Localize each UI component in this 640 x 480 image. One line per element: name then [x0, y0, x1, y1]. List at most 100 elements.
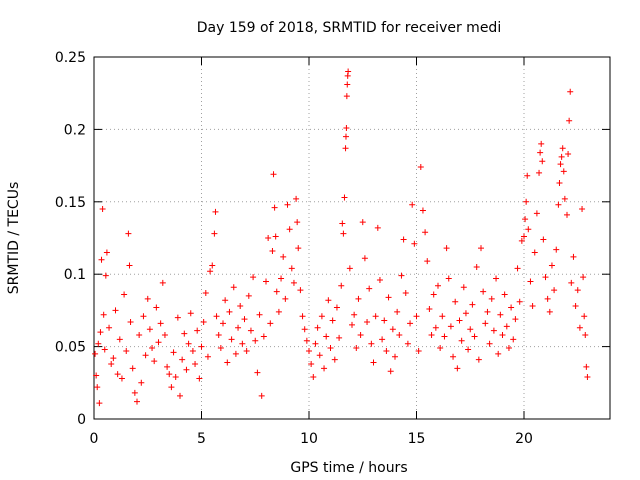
data-point — [114, 371, 121, 378]
data-point — [97, 329, 104, 336]
data-point — [290, 279, 297, 286]
data-point — [447, 323, 454, 330]
data-point — [177, 392, 183, 399]
y-tick-label: 0.25 — [55, 50, 86, 66]
data-point — [207, 268, 214, 275]
data-point — [245, 292, 252, 299]
data-point — [168, 384, 175, 391]
data-point — [512, 316, 519, 323]
data-point — [239, 340, 246, 347]
data-point — [450, 353, 457, 360]
data-point — [338, 282, 345, 289]
data-point — [452, 298, 459, 305]
data-point — [293, 195, 300, 202]
data-point — [273, 288, 280, 295]
data-point — [353, 345, 360, 352]
data-point — [422, 229, 429, 236]
data-point — [368, 340, 375, 347]
data-point — [286, 226, 293, 233]
data-point — [432, 324, 439, 331]
data-point — [294, 219, 301, 226]
data-point — [297, 287, 304, 294]
data-point — [323, 333, 330, 340]
data-point — [346, 265, 353, 272]
data-point — [531, 249, 538, 256]
data-point — [282, 295, 289, 302]
data-point — [260, 333, 267, 340]
data-point — [98, 256, 105, 263]
data-point — [340, 230, 347, 237]
data-point — [212, 208, 219, 215]
data-point — [561, 195, 568, 202]
data-point — [303, 337, 310, 344]
data-point — [349, 321, 355, 328]
y-tick-label: 0.15 — [55, 195, 86, 211]
data-point — [198, 343, 205, 350]
x-tick-label: 5 — [197, 431, 206, 447]
data-point — [544, 295, 551, 302]
data-point — [129, 365, 136, 372]
data-point — [329, 317, 336, 324]
data-point — [213, 313, 220, 320]
data-point — [250, 274, 257, 281]
data-point — [151, 358, 158, 365]
data-point — [361, 255, 368, 262]
data-point — [560, 168, 567, 175]
data-point — [189, 347, 196, 354]
data-point — [140, 313, 147, 320]
axis-ticks: 0 0.05 0.1 0.15 0.2 0.25 0 5 10 15 20 — [55, 50, 610, 447]
data-point — [343, 124, 350, 131]
data-point — [161, 332, 168, 339]
data-point — [118, 375, 125, 382]
y-tick-label: 0.05 — [55, 340, 86, 356]
data-point — [179, 356, 186, 363]
data-point — [521, 233, 527, 240]
data-point — [407, 320, 414, 327]
data-point — [501, 291, 508, 298]
data-point — [254, 369, 261, 376]
data-point — [228, 336, 235, 343]
data-point — [183, 366, 190, 373]
data-point — [396, 332, 403, 339]
data-point — [142, 352, 149, 359]
data-point — [355, 295, 362, 302]
data-point — [170, 349, 177, 356]
x-tick-label: 20 — [515, 431, 533, 447]
data-point — [556, 179, 563, 186]
y-tick-label: 0.1 — [64, 267, 86, 283]
data-point — [126, 262, 133, 269]
data-point — [522, 216, 529, 223]
data-point — [584, 374, 591, 381]
data-point — [523, 198, 530, 205]
data-point — [185, 340, 192, 347]
data-point — [411, 240, 418, 247]
data-point — [558, 153, 565, 160]
data-point — [100, 311, 107, 318]
data-point — [181, 330, 188, 337]
data-point — [385, 294, 392, 301]
data-point — [92, 350, 99, 357]
data-point — [144, 295, 151, 302]
data-point — [478, 245, 484, 252]
data-point — [537, 149, 544, 156]
data-point — [327, 345, 334, 352]
data-point — [333, 304, 340, 311]
data-point — [237, 303, 244, 310]
data-point — [351, 311, 358, 318]
data-point — [424, 258, 431, 265]
x-axis-label: GPS time / hours — [290, 460, 407, 476]
data-point — [200, 318, 207, 325]
data-point — [379, 336, 386, 343]
data-point — [146, 326, 153, 333]
data-point — [164, 363, 171, 370]
y-tick-label: 0 — [77, 412, 86, 428]
data-point — [220, 320, 226, 327]
data-point — [441, 333, 448, 340]
x-tick-label: 10 — [300, 431, 318, 447]
data-point — [93, 372, 100, 379]
data-point — [392, 353, 398, 360]
grid-lines — [94, 57, 610, 419]
data-point — [415, 347, 422, 354]
data-point — [516, 298, 523, 305]
